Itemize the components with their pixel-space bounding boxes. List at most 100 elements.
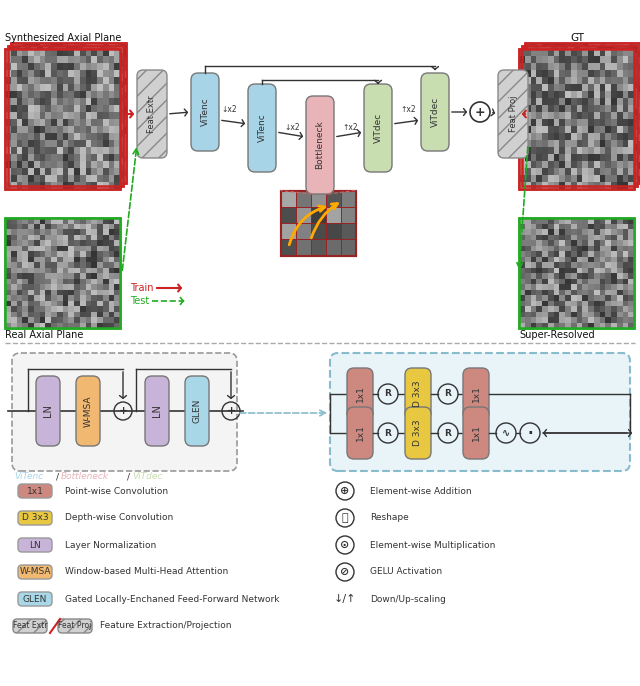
Bar (582, 126, 589, 133)
Bar (631, 178, 637, 186)
Bar (63, 141, 69, 148)
Bar (106, 150, 112, 158)
Bar (531, 91, 537, 99)
Bar (588, 126, 595, 134)
Bar (11, 223, 17, 229)
Bar (542, 300, 548, 306)
Bar (74, 97, 80, 105)
Bar (579, 73, 586, 81)
Bar (563, 45, 568, 53)
Bar (63, 261, 68, 268)
Bar (608, 67, 614, 74)
Bar (548, 49, 554, 56)
Bar (106, 115, 112, 123)
Bar (103, 267, 109, 273)
Bar (74, 169, 81, 176)
Bar (554, 91, 560, 98)
Bar (534, 137, 540, 144)
Bar (551, 150, 557, 158)
Bar (617, 245, 623, 251)
Bar (582, 91, 589, 99)
Bar (74, 112, 80, 119)
Bar (588, 56, 595, 63)
Bar (525, 139, 531, 147)
Bar (97, 141, 104, 148)
Bar (25, 108, 31, 116)
Bar (54, 178, 60, 186)
Bar (565, 161, 572, 169)
Bar (611, 283, 617, 289)
Bar (115, 316, 120, 322)
Bar (51, 119, 57, 126)
Bar (86, 139, 92, 147)
Bar (605, 217, 611, 224)
Bar (628, 134, 635, 141)
Bar (577, 245, 583, 251)
Bar (92, 289, 97, 295)
Bar (542, 56, 548, 64)
Bar (631, 45, 637, 53)
Bar (13, 158, 20, 165)
Bar (588, 161, 595, 169)
Bar (579, 115, 586, 123)
Bar (31, 73, 37, 81)
Bar (17, 97, 23, 105)
Bar (77, 150, 83, 158)
Bar (100, 123, 106, 130)
Bar (617, 134, 623, 141)
Bar (582, 126, 589, 134)
Bar (548, 300, 554, 306)
Bar (611, 119, 617, 126)
Bar (594, 161, 600, 169)
Bar (68, 311, 74, 317)
Text: Window-based Multi-Head Attention: Window-based Multi-Head Attention (65, 567, 228, 576)
Bar (326, 239, 340, 255)
Bar (103, 64, 109, 71)
Bar (86, 239, 92, 246)
FancyBboxPatch shape (248, 84, 276, 172)
Bar (565, 261, 572, 268)
Bar (54, 80, 60, 88)
Bar (40, 154, 46, 162)
Bar (22, 49, 29, 57)
Bar (628, 267, 634, 273)
Bar (57, 234, 63, 240)
Bar (8, 45, 14, 53)
Bar (11, 245, 17, 251)
Bar (600, 91, 606, 99)
Bar (36, 165, 43, 172)
Bar (5, 49, 12, 56)
Bar (17, 91, 23, 99)
Bar (63, 106, 69, 113)
Bar (582, 84, 589, 91)
Bar (536, 267, 543, 273)
Bar (63, 147, 69, 155)
Bar (86, 261, 92, 268)
Bar (588, 161, 595, 168)
Bar (531, 62, 537, 70)
Bar (614, 143, 620, 151)
Bar (92, 283, 97, 289)
Bar (605, 161, 611, 168)
Bar (536, 174, 543, 182)
Bar (545, 130, 551, 137)
Bar (588, 112, 595, 119)
Bar (542, 223, 548, 229)
Bar (97, 256, 103, 262)
Bar (551, 108, 557, 116)
Bar (17, 167, 23, 175)
Bar (536, 112, 543, 119)
Bar (536, 161, 543, 168)
Bar (548, 311, 554, 317)
Bar (577, 49, 583, 56)
Bar (71, 88, 77, 95)
Bar (63, 250, 68, 257)
Bar (588, 139, 595, 147)
Bar (571, 139, 577, 147)
Bar (554, 84, 560, 92)
Bar (97, 217, 103, 224)
Bar (97, 104, 103, 112)
Bar (65, 178, 72, 186)
Bar (605, 174, 611, 182)
Bar (554, 250, 560, 257)
